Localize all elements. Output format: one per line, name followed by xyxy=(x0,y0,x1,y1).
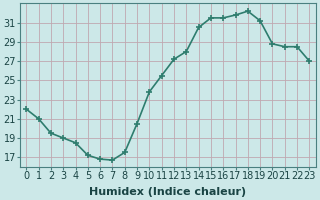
X-axis label: Humidex (Indice chaleur): Humidex (Indice chaleur) xyxy=(89,187,246,197)
